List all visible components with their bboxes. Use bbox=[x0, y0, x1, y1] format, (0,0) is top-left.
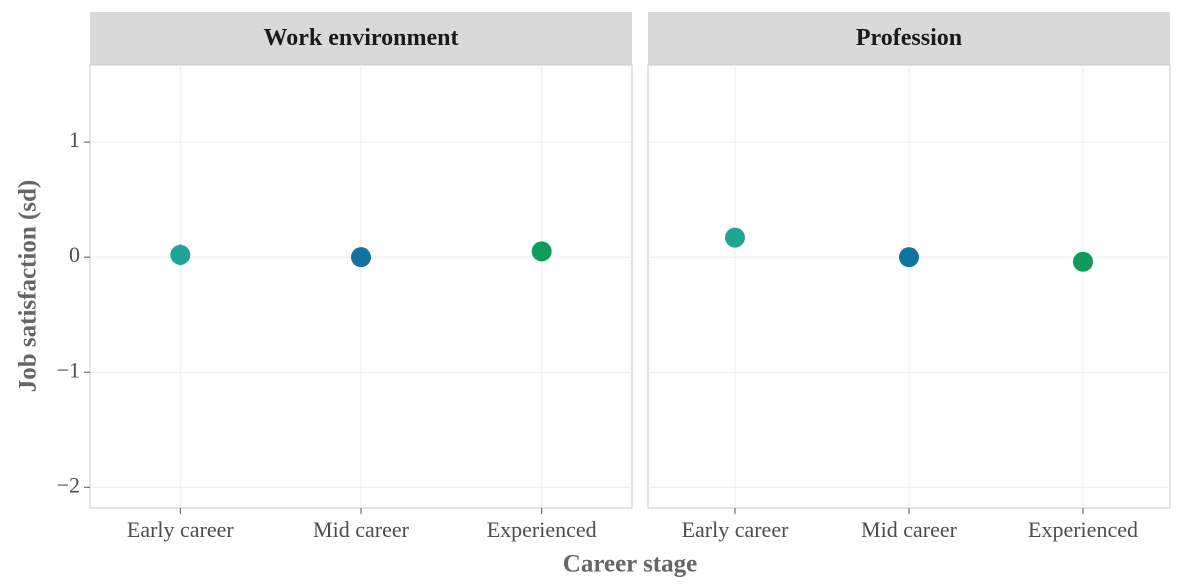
strip-title: Work environment bbox=[264, 25, 459, 51]
mean-point bbox=[725, 227, 745, 248]
y-axis-title: Job satisfaction (sd) bbox=[15, 180, 42, 393]
x-tick-label: Mid career bbox=[861, 517, 958, 542]
x-tick-label: Early career bbox=[127, 517, 235, 542]
x-axis-title: Career stage bbox=[563, 551, 697, 578]
y-tick-label: 1 bbox=[69, 127, 80, 152]
strip-title: Profession bbox=[856, 25, 962, 51]
x-tick-label: Mid career bbox=[313, 517, 410, 542]
strip bbox=[90, 12, 632, 65]
y-tick-label: 0 bbox=[69, 242, 80, 267]
x-tick-label: Early career bbox=[682, 517, 790, 542]
mean-point bbox=[170, 244, 191, 265]
x-tick-label: Experienced bbox=[1028, 517, 1138, 542]
strip bbox=[648, 12, 1170, 65]
x-tick-label: Experienced bbox=[487, 517, 597, 542]
mean-point bbox=[1073, 251, 1093, 272]
y-tick-label: −1 bbox=[57, 357, 80, 382]
mean-point bbox=[351, 247, 371, 268]
mean-point bbox=[531, 241, 552, 262]
y-tick-label: −2 bbox=[57, 472, 80, 497]
mean-point bbox=[899, 247, 919, 268]
